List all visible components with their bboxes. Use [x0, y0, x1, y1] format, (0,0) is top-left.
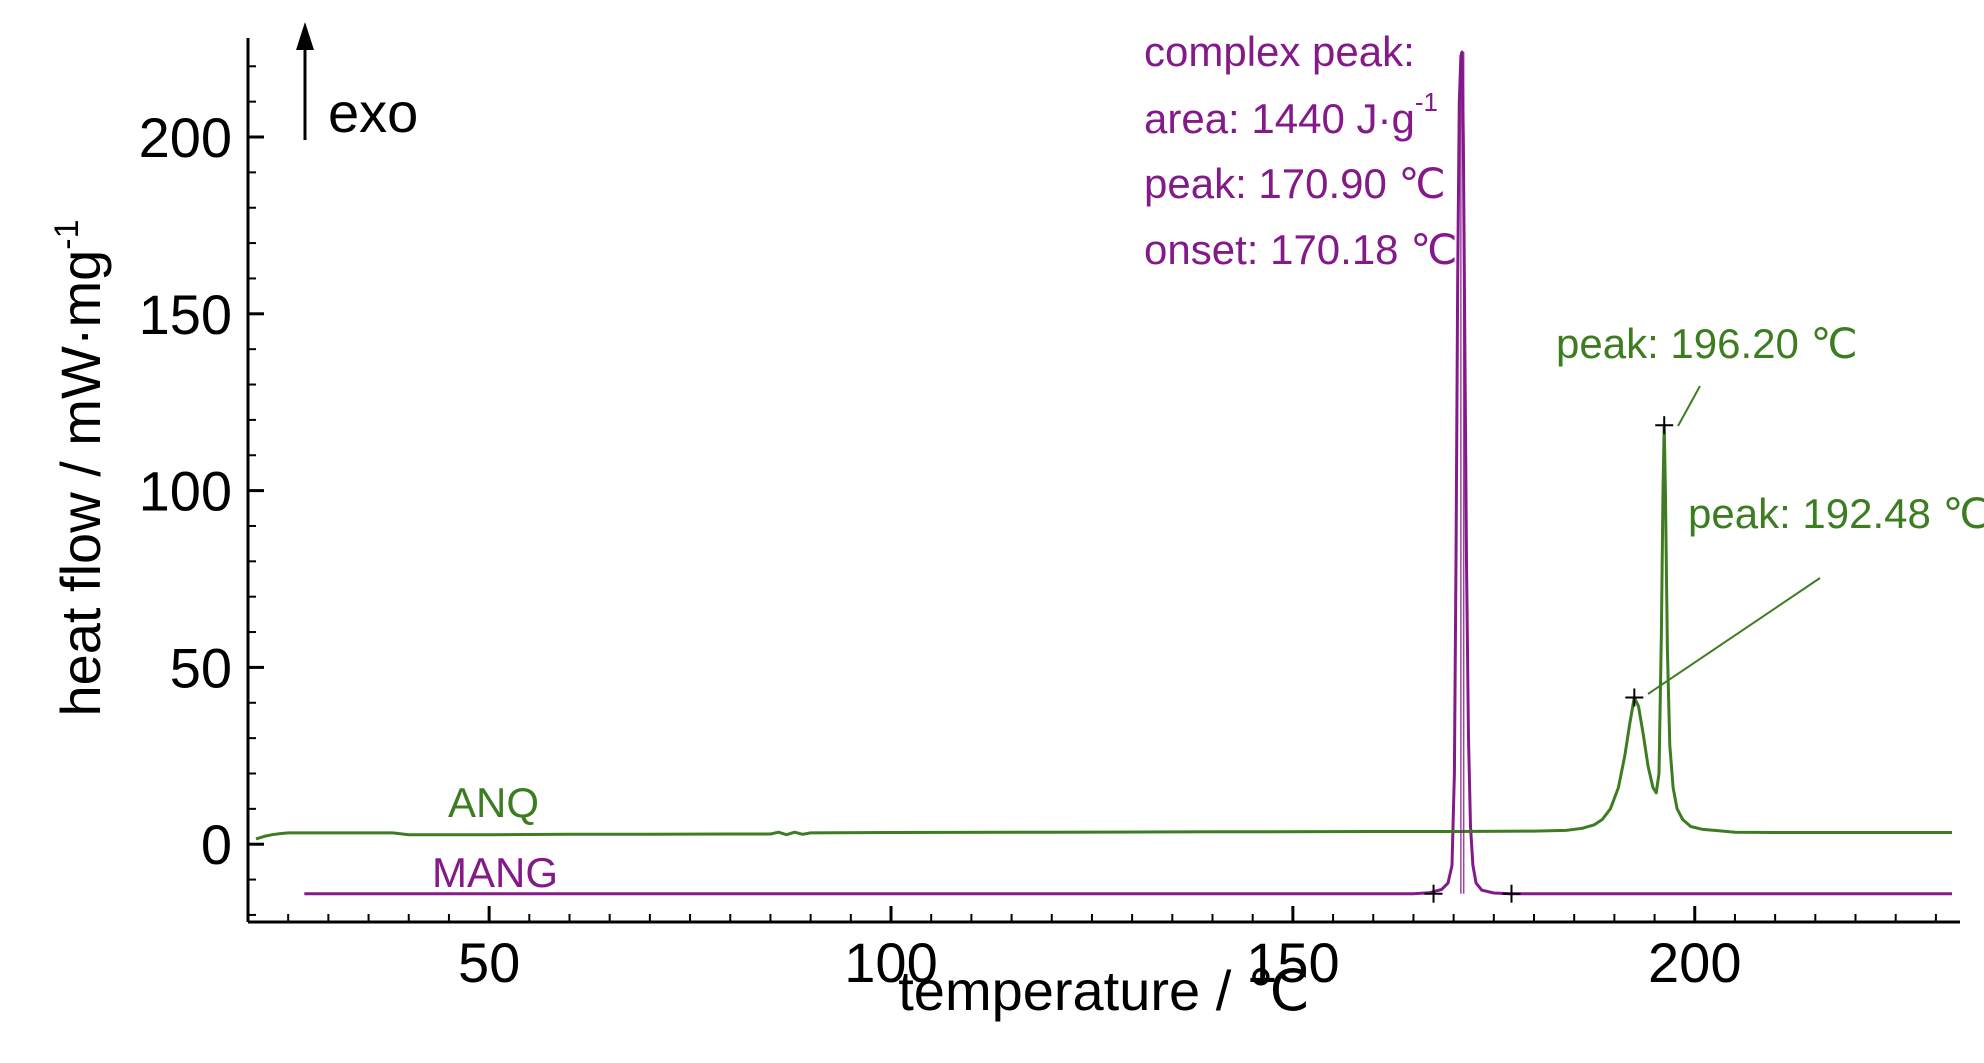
exo-label: exo — [328, 81, 418, 144]
peak-192-label: peak: 192.48 ℃ — [1688, 490, 1984, 537]
anq-series-label: ANQ — [448, 779, 539, 826]
y-tick-label: 50 — [170, 636, 232, 699]
x-axis-title: temperature / ℃ — [898, 959, 1310, 1022]
series-line-anq — [255, 423, 1952, 841]
x-tick-label: 200 — [1648, 931, 1741, 994]
complex-peak-onset-temp: onset: 170.18 ℃ — [1144, 226, 1457, 273]
x-tick-label: 150 — [1246, 931, 1339, 994]
complex-peak-annotation: complex peak: area: 1440 J·g-1 peak: 170… — [1144, 28, 1457, 273]
y-axis-title-main: heat flow / mW·mg — [49, 250, 112, 717]
x-tick-label: 50 — [458, 931, 520, 994]
exo-indicator: exo — [296, 22, 418, 144]
series-line-mang — [304, 50, 1952, 896]
complex-peak-area-text: area: 1440 J·g — [1144, 95, 1415, 142]
y-tick-label: 100 — [139, 460, 232, 523]
series-layer — [255, 50, 1952, 896]
complex-peak-area-superscript: -1 — [1415, 87, 1438, 117]
y-tick-label: 0 — [201, 813, 232, 876]
exo-arrow-icon — [296, 22, 314, 50]
y-ticks: 0 50 100 150 200 — [139, 106, 264, 876]
y-axis-title-superscript: -1 — [48, 220, 86, 250]
peak-markers — [1424, 52, 1674, 903]
complex-peak-area: area: 1440 J·g-1 — [1144, 87, 1438, 142]
y-tick-label: 200 — [139, 106, 232, 169]
y-tick-label: 150 — [139, 283, 232, 346]
peak-196-label: peak: 196.20 ℃ — [1556, 320, 1858, 367]
y-axis-title: heat flow / mW·mg-1 — [48, 220, 112, 717]
peak-192-leader — [1647, 577, 1821, 695]
mang-series-label: MANG — [432, 849, 558, 896]
x-ticks: 50 100 150 200 — [458, 906, 1741, 994]
complex-peak-title: complex peak: — [1144, 28, 1415, 75]
peak-196-leader — [1677, 385, 1701, 427]
complex-peak-peak-temp: peak: 170.90 ℃ — [1144, 160, 1446, 207]
x-tick-label: 100 — [844, 931, 937, 994]
